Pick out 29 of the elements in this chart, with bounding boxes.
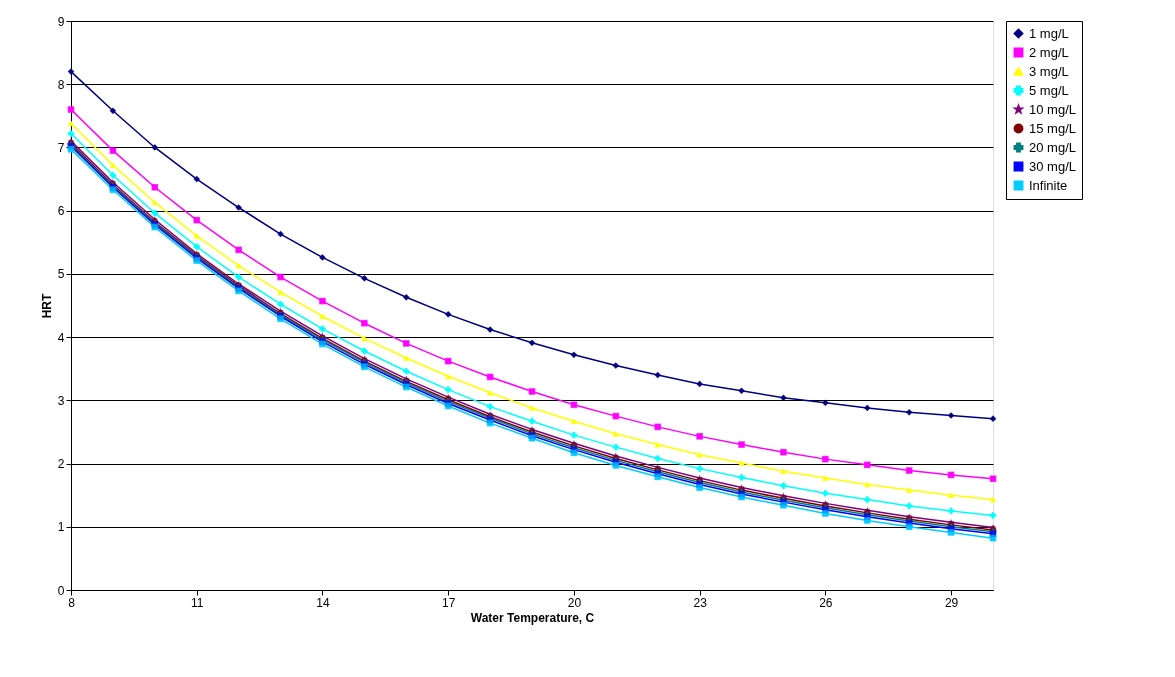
x-tick-label: 23 xyxy=(693,595,708,610)
y-tick-label: 1 xyxy=(57,520,65,535)
x-tick-label: 29 xyxy=(944,595,959,610)
legend-label: 1 mg/L xyxy=(1029,25,1069,41)
y-tick-label: 2 xyxy=(57,457,65,472)
y-tick-label: 4 xyxy=(57,330,65,345)
x-tick-label: 20 xyxy=(567,595,582,610)
x-tick-label: 17 xyxy=(442,595,456,610)
y-tick-label: 9 xyxy=(57,14,65,29)
x-tick-label: 26 xyxy=(819,595,833,610)
y-tick-label: 8 xyxy=(57,77,65,92)
x-tick-label: 11 xyxy=(190,595,204,610)
x-tick-label: 14 xyxy=(316,595,330,610)
x-tick-label: 8 xyxy=(68,595,76,610)
y-axis-title: HRT xyxy=(39,293,54,319)
legend-label: 10 mg/L xyxy=(1029,101,1076,117)
legend-label: 3 mg/L xyxy=(1029,63,1069,79)
legend-label: Infinite xyxy=(1029,177,1068,193)
y-tick-label: 3 xyxy=(57,393,65,408)
legend-label: 20 mg/L xyxy=(1029,139,1076,155)
y-tick-label: 0 xyxy=(57,583,65,598)
legend-label: 15 mg/L xyxy=(1029,120,1076,136)
legend-label: 5 mg/L xyxy=(1029,82,1069,98)
y-tick-label: 7 xyxy=(57,140,65,155)
legend-label: 30 mg/L xyxy=(1029,158,1076,174)
y-tick-label: 6 xyxy=(57,204,65,219)
legend-label: 2 mg/L xyxy=(1029,44,1069,60)
y-tick-label: 5 xyxy=(57,267,65,282)
x-axis-title: Water Temperature, C xyxy=(470,610,595,625)
